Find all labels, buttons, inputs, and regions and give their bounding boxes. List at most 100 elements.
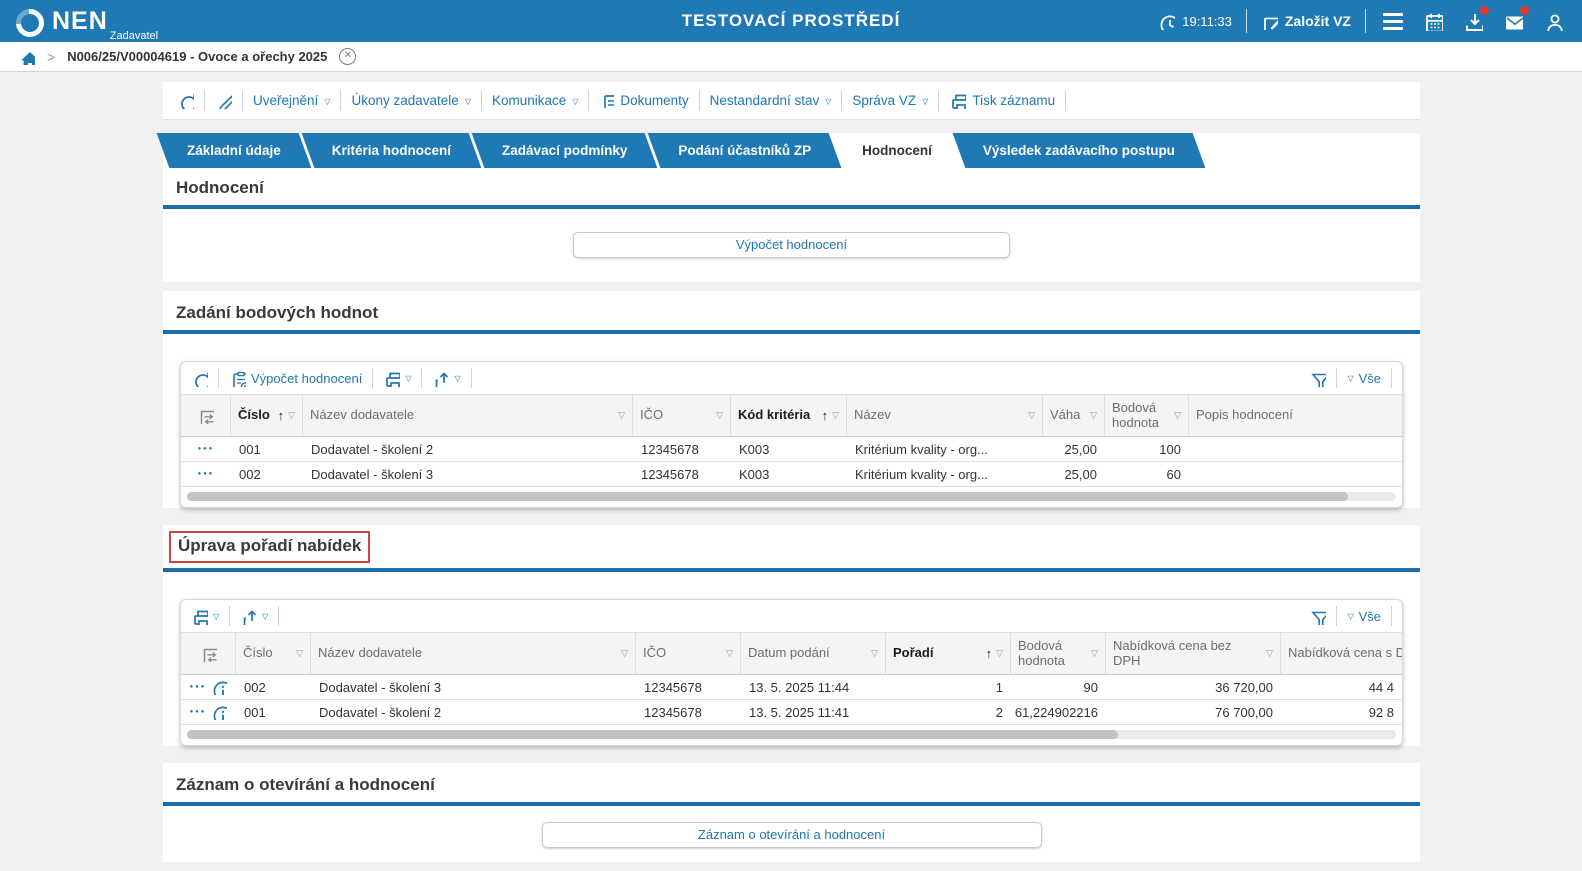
breadcrumb-chevron: >: [47, 48, 56, 65]
filter-icon[interactable]: [1309, 370, 1327, 387]
chevron-down-icon: ▽: [1347, 374, 1354, 383]
chevron-down-icon: ▽: [454, 374, 461, 383]
refresh-icon[interactable]: [177, 92, 194, 109]
tab-kriteria-hodnoceni[interactable]: Kritéria hodnocení: [308, 133, 475, 168]
vypocet-hodnoceni-button[interactable]: Výpočet hodnocení: [573, 232, 1010, 258]
column-filter-icon[interactable]: ▽: [621, 648, 628, 658]
horizontal-scrollbar[interactable]: [187, 730, 1396, 739]
menu-icon[interactable]: [1380, 8, 1406, 34]
section-rule: [163, 568, 1420, 572]
chevron-down-icon: ▽: [324, 96, 331, 106]
column-filter-icon[interactable]: ▽: [618, 410, 625, 420]
column-chooser[interactable]: [181, 395, 231, 436]
col-header-ico[interactable]: IČO ▽: [633, 395, 731, 436]
col-header-bodova-hodnota[interactable]: Bodová hodnota ▽: [1105, 395, 1189, 436]
column-chooser-icon: [200, 410, 214, 424]
column-filter-icon[interactable]: ▽: [296, 648, 303, 658]
col-header-ico[interactable]: IČO ▽: [636, 633, 741, 674]
menu-ukony-zadavatele[interactable]: Úkony zadavatele ▽: [351, 93, 471, 108]
messages-icon[interactable]: [1500, 6, 1529, 34]
column-filter-icon[interactable]: ▽: [716, 410, 723, 420]
col-header-poradi[interactable]: Pořadí ↑ ▽: [886, 633, 1011, 674]
column-filter-icon[interactable]: ▽: [1174, 410, 1181, 420]
column-chooser[interactable]: [181, 633, 236, 674]
info-icon[interactable]: [211, 704, 228, 720]
tab-zadavaci-podminky[interactable]: Zadávací podmínky: [478, 133, 651, 168]
column-filter-icon[interactable]: ▽: [996, 648, 1003, 658]
order-table: Číslo ▽ Název dodavatele ▽ IČO ▽ Datum podá…: [181, 632, 1402, 725]
row-menu-icon[interactable]: ●●●: [189, 709, 207, 715]
col-header-cena-bez-dph[interactable]: Nabídková cena bez DPH ▽: [1106, 633, 1281, 674]
edit-record-icon[interactable]: [215, 92, 232, 109]
user-profile-icon[interactable]: [1540, 8, 1566, 34]
print-button[interactable]: ▽: [191, 608, 219, 625]
export-button[interactable]: ▽: [240, 608, 268, 625]
row-menu-icon[interactable]: ●●●: [197, 471, 215, 477]
filter-icon[interactable]: [1309, 608, 1327, 625]
brand-name: NEN: [52, 6, 108, 35]
menu-uverejneni[interactable]: Uveřejnění ▽: [253, 93, 331, 108]
scrollbar-thumb[interactable]: [187, 492, 1348, 501]
col-header-kod-kriteria[interactable]: Kód kritéria ↑ ▽: [731, 395, 847, 436]
tab-zakladni-udaje[interactable]: Základní údaje: [163, 133, 305, 168]
scrollbar-thumb[interactable]: [187, 730, 1118, 739]
table-row[interactable]: ●●● 002 Dodavatel - školení 3 12345678 1…: [181, 675, 1402, 700]
col-header-cena-s-dph[interactable]: Nabídková cena s DPH: [1288, 646, 1402, 661]
record-command-bar: Uveřejnění ▽ Úkony zadavatele ▽ Komunikace…: [163, 82, 1420, 120]
print-button[interactable]: ▽: [383, 370, 411, 387]
chevron-down-icon: ▽: [922, 96, 929, 106]
section-rule: [163, 205, 1420, 209]
section-title-zaznam: Záznam o otevírání a hodnocení: [176, 775, 435, 794]
filter-preset-vse[interactable]: ▽ Vše: [1347, 370, 1381, 386]
refresh-icon[interactable]: [191, 370, 208, 387]
chevron-down-icon: ▽: [1347, 612, 1354, 621]
table-row[interactable]: ●●● 001 Dodavatel - školení 2 12345678 1…: [181, 700, 1402, 725]
section-rule: [163, 330, 1420, 334]
menu-komunikace[interactable]: Komunikace ▽: [491, 93, 579, 108]
table-row[interactable]: ●●● 002 Dodavatel - školení 3 12345678 K…: [181, 462, 1402, 487]
column-filter-icon[interactable]: ▽: [1266, 648, 1273, 658]
filter-preset-vse[interactable]: ▽ Vše: [1347, 608, 1381, 624]
menu-dokumenty[interactable]: Dokumenty: [599, 93, 689, 108]
downloads-icon[interactable]: [1460, 6, 1489, 34]
row-menu-icon[interactable]: ●●●: [197, 446, 215, 452]
breadcrumb-item[interactable]: N006/25/V00004619 - Ovoce a ořechy 2025: [67, 49, 328, 64]
calendar-icon[interactable]: [1420, 8, 1446, 34]
col-header-popis-hodnoceni[interactable]: Popis hodnocení: [1196, 407, 1293, 423]
tab-vysledek[interactable]: Výsledek zadávacího postupu: [959, 133, 1199, 168]
close-tab-icon[interactable]: ✕: [339, 48, 357, 65]
col-header-vaha[interactable]: Váha ▽: [1043, 395, 1105, 436]
zaznam-button[interactable]: Záznam o otevírání a hodnocení: [541, 822, 1042, 848]
col-header-nazev-dodavatele[interactable]: Název dodavatele ▽: [311, 633, 636, 674]
col-header-nazev-dodavatele[interactable]: Název dodavatele ▽: [303, 395, 633, 436]
column-filter-icon[interactable]: ▽: [288, 410, 295, 420]
column-filter-icon[interactable]: ▽: [726, 648, 733, 658]
column-filter-icon[interactable]: ▽: [1028, 410, 1035, 420]
column-filter-icon[interactable]: ▽: [832, 410, 839, 420]
info-icon[interactable]: [211, 679, 228, 695]
menu-tisk-zaznamu[interactable]: Tisk záznamu: [949, 92, 1055, 109]
messages-notification-badge: [1520, 6, 1529, 15]
menu-sprava-vz[interactable]: Správa VZ ▽: [852, 93, 929, 108]
create-vz-button[interactable]: Založit VZ: [1261, 13, 1351, 30]
calc-hodnoceni-button[interactable]: Výpočet hodnocení: [229, 370, 362, 387]
col-header-bodova-hodnota[interactable]: Bodová hodnota ▽: [1011, 633, 1106, 674]
row-menu-icon[interactable]: ●●●: [189, 684, 207, 690]
col-header-nazev[interactable]: Název ▽: [847, 395, 1043, 436]
home-icon[interactable]: [18, 48, 35, 65]
column-filter-icon[interactable]: ▽: [871, 648, 878, 658]
panel-hodnoceni: Základní údaje Kritéria hodnocení Zadáva…: [163, 133, 1420, 282]
tab-hodnoceni[interactable]: Hodnocení: [838, 133, 956, 168]
col-header-cislo[interactable]: Číslo ▽: [236, 633, 311, 674]
column-filter-icon[interactable]: ▽: [1091, 648, 1098, 658]
horizontal-scrollbar[interactable]: [187, 492, 1396, 501]
menu-nestandardni-stav[interactable]: Nestandardní stav ▽: [709, 93, 832, 108]
col-header-cislo[interactable]: Číslo ↑ ▽: [231, 395, 303, 436]
column-filter-icon[interactable]: ▽: [1090, 410, 1097, 420]
tab-podani-ucastniku[interactable]: Podání účastníků ZP: [654, 133, 835, 168]
order-table-card: ▽ ▽ ▽ Vše Číslo ▽ Název dodavatele ▽ IČO ▽: [180, 599, 1403, 746]
export-button[interactable]: ▽: [432, 370, 461, 387]
table-row[interactable]: ●●● 001 Dodavatel - školení 2 12345678 K…: [181, 437, 1402, 462]
nen-logo[interactable]: NEN Zadavatel: [10, 2, 158, 43]
col-header-datum-podani[interactable]: Datum podání ▽: [741, 633, 886, 674]
